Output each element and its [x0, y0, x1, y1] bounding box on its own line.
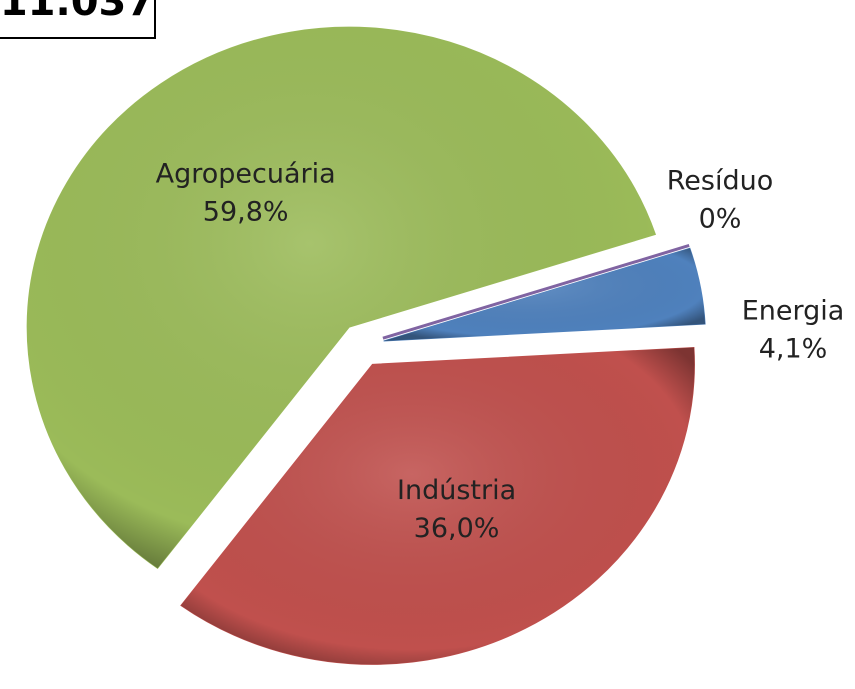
title-box — [0, 0, 156, 39]
slice-value-label: 59,8% — [203, 197, 289, 228]
slice-shade — [383, 248, 706, 341]
slice-label: Indústria — [397, 475, 516, 506]
slice-value-label: 36,0% — [414, 513, 500, 544]
slice-value-label: 0% — [699, 204, 742, 235]
chart-title: 11.037 — [0, 0, 154, 25]
slice-value-label: 4,1% — [759, 334, 828, 365]
slice-shade — [180, 347, 695, 665]
slice-shade — [27, 27, 656, 569]
slice-label: Resíduo — [667, 166, 774, 197]
pie — [26, 26, 706, 665]
pie-slice — [382, 244, 690, 340]
slice-label: Agropecuária — [156, 159, 336, 190]
slice-label: Energia — [742, 296, 845, 327]
